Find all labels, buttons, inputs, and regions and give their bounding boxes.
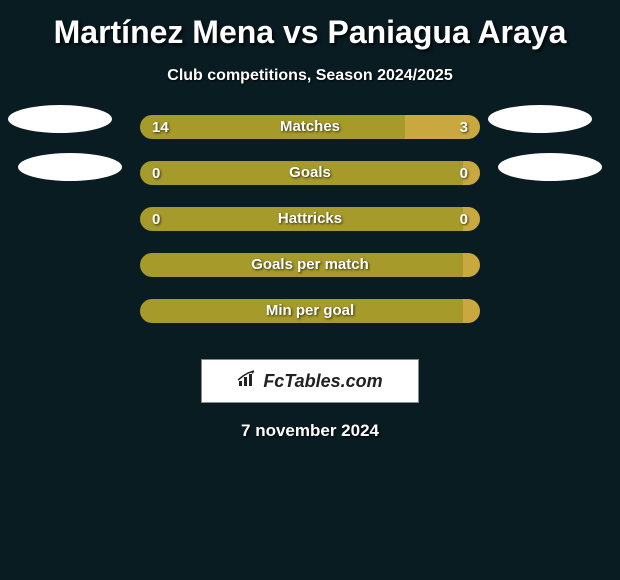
chart-icon xyxy=(237,370,259,393)
stat-label: Goals xyxy=(289,161,331,185)
page-title: Martínez Mena vs Paniagua Araya xyxy=(0,0,620,51)
logo-box: FcTables.com xyxy=(201,359,419,403)
stat-row: Goals per match xyxy=(0,253,620,299)
stat-row: Min per goal xyxy=(0,299,620,345)
stat-label: Matches xyxy=(280,115,340,139)
date-text: 7 november 2024 xyxy=(0,421,620,441)
stat-right-value: 3 xyxy=(405,115,480,139)
stat-left-value: 14 xyxy=(140,115,405,139)
stat-bar: Goals per match xyxy=(140,253,480,277)
stat-right-value: 0 xyxy=(463,207,480,231)
stat-right-value: 0 xyxy=(463,161,480,185)
logo-text: FcTables.com xyxy=(263,371,382,392)
player-ellipse xyxy=(8,105,112,133)
stat-rows: 143Matches00Goals00HattricksGoals per ma… xyxy=(0,115,620,345)
player-ellipse xyxy=(498,153,602,181)
stat-right-value xyxy=(463,253,480,277)
stat-bar: 00Hattricks xyxy=(140,207,480,231)
stat-label: Hattricks xyxy=(278,207,342,231)
player-ellipse xyxy=(488,105,592,133)
logo: FcTables.com xyxy=(237,370,382,393)
stat-row: 00Hattricks xyxy=(0,207,620,253)
stat-row: 00Goals xyxy=(0,161,620,207)
stat-label: Goals per match xyxy=(251,253,369,277)
stat-bar: 00Goals xyxy=(140,161,480,185)
stat-label: Min per goal xyxy=(266,299,354,323)
page-subtitle: Club competitions, Season 2024/2025 xyxy=(0,67,620,85)
stat-bar: Min per goal xyxy=(140,299,480,323)
stat-bar: 143 Matches xyxy=(140,115,480,139)
stat-right-value xyxy=(463,299,480,323)
player-ellipse xyxy=(18,153,122,181)
